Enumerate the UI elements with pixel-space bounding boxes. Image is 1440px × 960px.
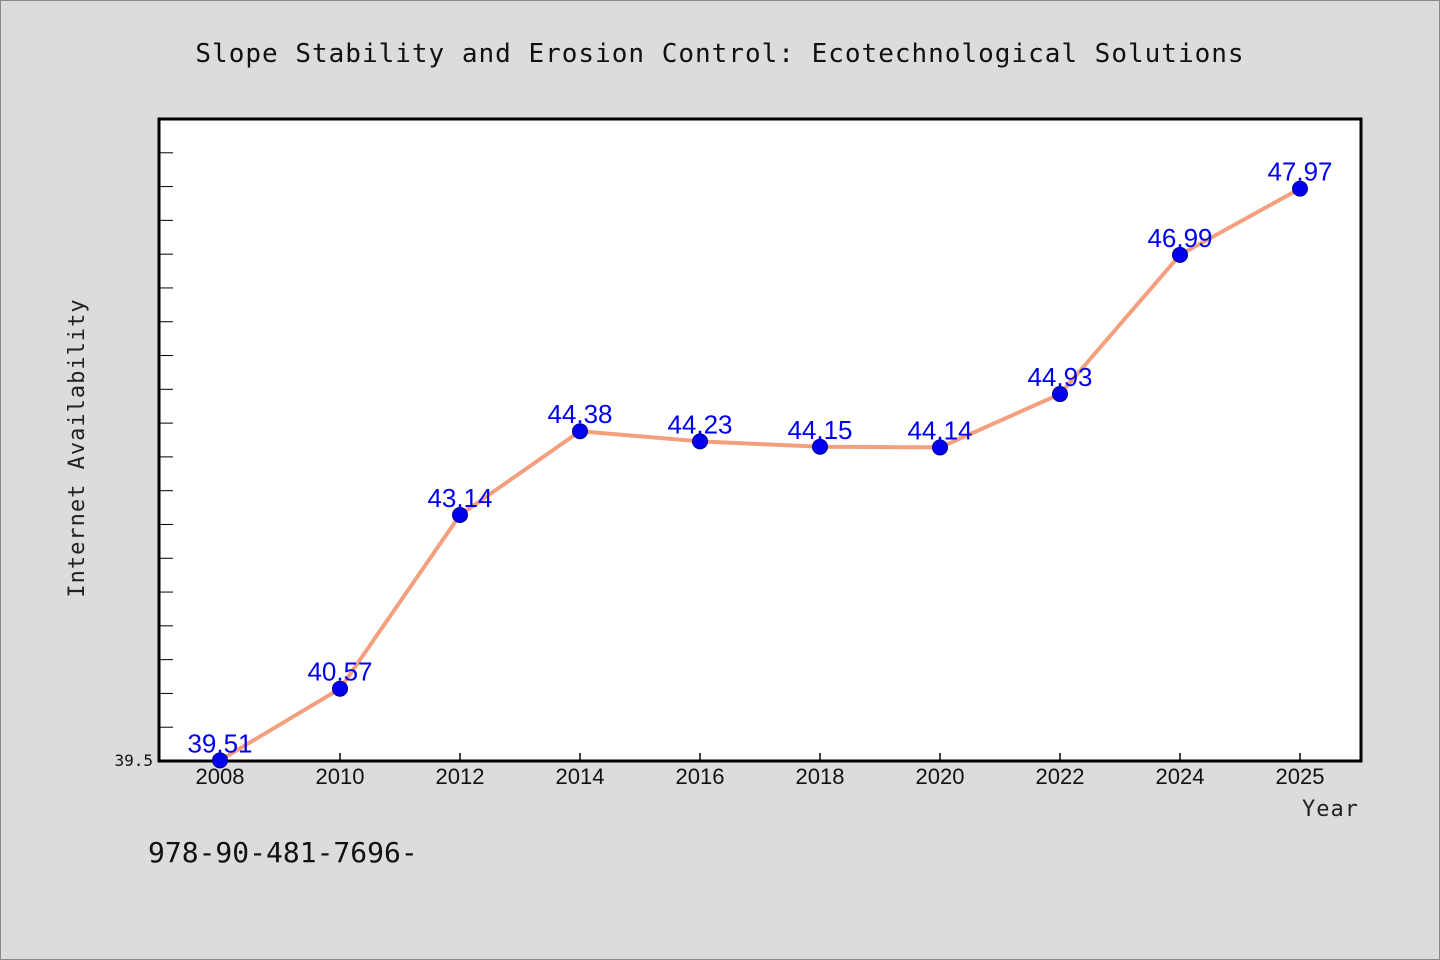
data-point-label: 44.15 [787, 415, 852, 445]
y-tick-label: 39.5 [114, 751, 153, 770]
data-labels: 39.51 40.57 43.14 44.38 44.23 44.15 44.14 44.93… [187, 157, 1332, 759]
x-tick-label: 2024 [1156, 764, 1205, 789]
data-point-label: 46.99 [1147, 223, 1212, 253]
data-point-marker [1172, 246, 1188, 263]
y-axis-label: Internet Availability [65, 298, 90, 597]
data-markers [212, 180, 1308, 769]
data-point-marker [1052, 386, 1068, 403]
data-point-marker [452, 507, 468, 524]
data-point-marker [212, 752, 228, 769]
x-tick-label: 2010 [316, 764, 365, 789]
series-line [218, 186, 1302, 763]
x-axis-ticks: 2008 2010 2012 2014 2016 2018 2020 2022 2024 2025 [196, 753, 1325, 789]
x-tick-label: 2025 [1276, 764, 1325, 789]
x-tick-label: 2020 [916, 764, 965, 789]
data-point-label: 44.14 [907, 415, 972, 445]
x-tick-label: 2016 [676, 764, 725, 789]
chart-title: Slope Stability and Erosion Control: Eco… [195, 39, 1244, 69]
x-axis-label: Year [1302, 797, 1359, 822]
x-tick-label: 2022 [1036, 764, 1085, 789]
y-axis-minor-ticks [159, 152, 173, 762]
data-point-marker [572, 423, 588, 440]
data-point-label: 39.51 [187, 728, 252, 758]
data-point-marker [692, 433, 708, 450]
data-point-marker [332, 680, 348, 697]
data-point-label: 40.57 [307, 657, 372, 687]
x-tick-label: 2018 [796, 764, 845, 789]
data-point-marker [932, 439, 948, 456]
x-tick-label: 2012 [436, 764, 485, 789]
data-point-label: 44.93 [1027, 362, 1092, 392]
data-point-label: 44.38 [547, 399, 612, 429]
data-point-marker [812, 438, 828, 455]
footer-isbn-text: 978-90-481-7696- [148, 836, 418, 869]
data-point-marker [1292, 180, 1308, 197]
data-point-label: 44.23 [667, 409, 732, 439]
data-point-label: 43.14 [427, 483, 492, 513]
x-tick-label: 2014 [556, 764, 605, 789]
data-point-label: 47.97 [1267, 157, 1332, 187]
plot-area [157, 117, 1363, 763]
